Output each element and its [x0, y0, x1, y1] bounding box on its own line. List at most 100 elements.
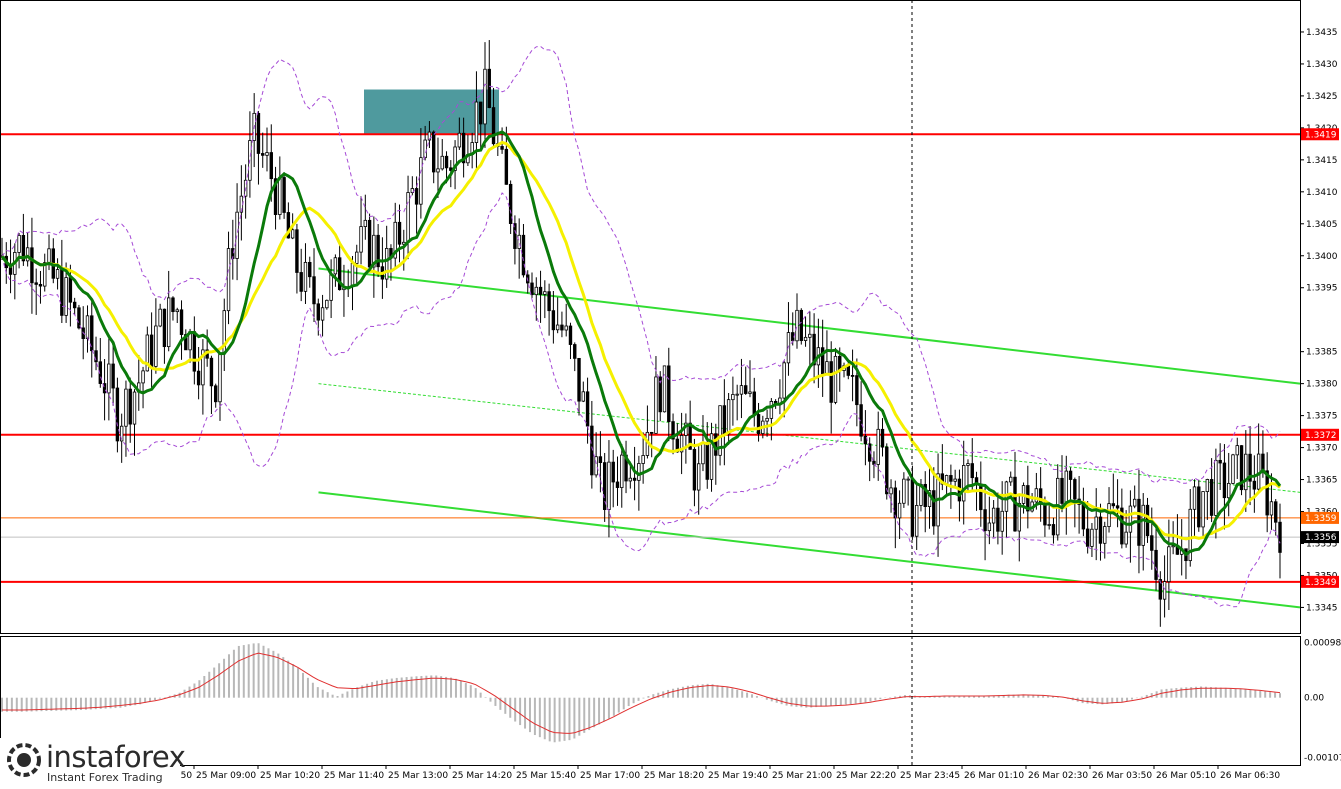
candle-body — [766, 418, 769, 421]
candle-body — [834, 356, 837, 402]
candle-body — [569, 326, 572, 345]
candle-body — [1168, 547, 1171, 582]
candle-body — [43, 263, 46, 286]
time-tick-label: 26 Mar 01:10 — [964, 771, 1024, 781]
candle-body — [552, 311, 555, 330]
candle-body — [1236, 446, 1239, 455]
oscillator-tick-label: 0.00 — [1304, 694, 1324, 704]
candle-body — [599, 457, 602, 463]
candle-body — [992, 508, 995, 523]
candle-body — [851, 375, 854, 376]
time-tick-label: 26 Mar 02:30 — [1028, 771, 1088, 781]
candle-body — [368, 220, 371, 267]
candle-body — [1048, 524, 1051, 525]
candle-body — [1193, 487, 1196, 509]
candle-body — [351, 263, 354, 286]
candle-body — [548, 292, 551, 311]
time-tick-label: 25 Mar 13:00 — [388, 771, 448, 781]
candle-body — [980, 484, 983, 510]
candle-body — [424, 140, 427, 158]
candle-body — [1227, 483, 1230, 497]
candle-body — [73, 302, 76, 308]
candle-body — [488, 69, 491, 107]
time-tick-label: 25 Mar 18:20 — [644, 771, 704, 781]
time-tick-label: 25 Mar 14:20 — [452, 771, 512, 781]
candle-body — [1150, 536, 1153, 551]
candle-body — [514, 224, 517, 249]
candle-body — [210, 358, 213, 386]
candle-body — [420, 158, 423, 205]
candle-body — [565, 326, 568, 330]
candle-body — [48, 249, 51, 263]
candle-body — [749, 392, 752, 394]
candle-body — [915, 505, 918, 536]
level-label: 1.3419 — [1305, 130, 1337, 140]
candle-body — [1086, 529, 1089, 546]
candle-body — [595, 457, 598, 475]
candle-body — [355, 252, 358, 263]
candle-body — [296, 230, 299, 273]
candle-body — [633, 478, 636, 480]
candle-body — [753, 392, 756, 415]
candle-body — [364, 220, 367, 226]
candle-body — [1245, 454, 1248, 489]
candle-body — [1116, 506, 1119, 508]
price-tick-label: 1.3395 — [1306, 284, 1338, 294]
candle-body — [616, 482, 619, 488]
candle-body — [890, 488, 893, 494]
candle-body — [608, 462, 611, 509]
price-tick-label: 1.3365 — [1306, 476, 1338, 486]
candle-body — [693, 449, 696, 490]
candle-body — [967, 464, 970, 466]
candle-body — [458, 133, 461, 147]
candle-body — [898, 503, 901, 518]
candle-body — [804, 337, 807, 340]
candle-body — [984, 510, 987, 531]
candle-body — [954, 479, 957, 481]
candle-body — [1279, 522, 1282, 552]
price-tick-label: 1.3430 — [1306, 60, 1338, 70]
candle-body — [826, 362, 829, 374]
price-tick-label: 1.3385 — [1306, 348, 1338, 358]
candle-body — [809, 334, 812, 337]
candle-body — [971, 464, 974, 478]
candle-body — [736, 394, 739, 395]
candle-body — [313, 277, 316, 304]
candle-body — [1219, 460, 1222, 463]
candle-body — [667, 366, 670, 422]
candle-body — [612, 462, 615, 482]
time-tick-label: 25 Mar 21:00 — [772, 771, 832, 781]
price-tick-label: 1.3410 — [1306, 188, 1338, 198]
candle-body — [385, 248, 388, 279]
candle-body — [1091, 529, 1094, 546]
logo-tagline: Instant Forex Trading — [47, 771, 163, 784]
candle-body — [573, 345, 576, 359]
candle-body — [142, 371, 145, 383]
candle-body — [407, 193, 410, 243]
candle-body — [877, 429, 880, 464]
candle-body — [873, 461, 876, 464]
candle-body — [167, 298, 170, 347]
candle-body — [1197, 487, 1200, 527]
candle-body — [441, 156, 444, 169]
oscillator-tick-label: 0.00098 — [1304, 639, 1341, 649]
candle-body — [86, 316, 89, 339]
candle-body — [61, 270, 64, 316]
candle-body — [1061, 478, 1064, 503]
candle-body — [214, 386, 217, 402]
candle-body — [1112, 504, 1115, 506]
price-tick-label: 1.3380 — [1306, 380, 1338, 390]
candle-body — [227, 249, 230, 311]
candle-body — [531, 283, 534, 295]
candle-body — [1018, 503, 1021, 531]
candle-body — [176, 310, 179, 312]
candle-body — [1155, 550, 1158, 579]
candle-body — [723, 406, 726, 434]
time-tick-label: 25 Mar 09:00 — [196, 771, 256, 781]
candle-body — [39, 284, 42, 286]
candle-body — [1069, 471, 1072, 479]
candle-body — [1253, 481, 1256, 489]
candle-body — [847, 366, 850, 376]
